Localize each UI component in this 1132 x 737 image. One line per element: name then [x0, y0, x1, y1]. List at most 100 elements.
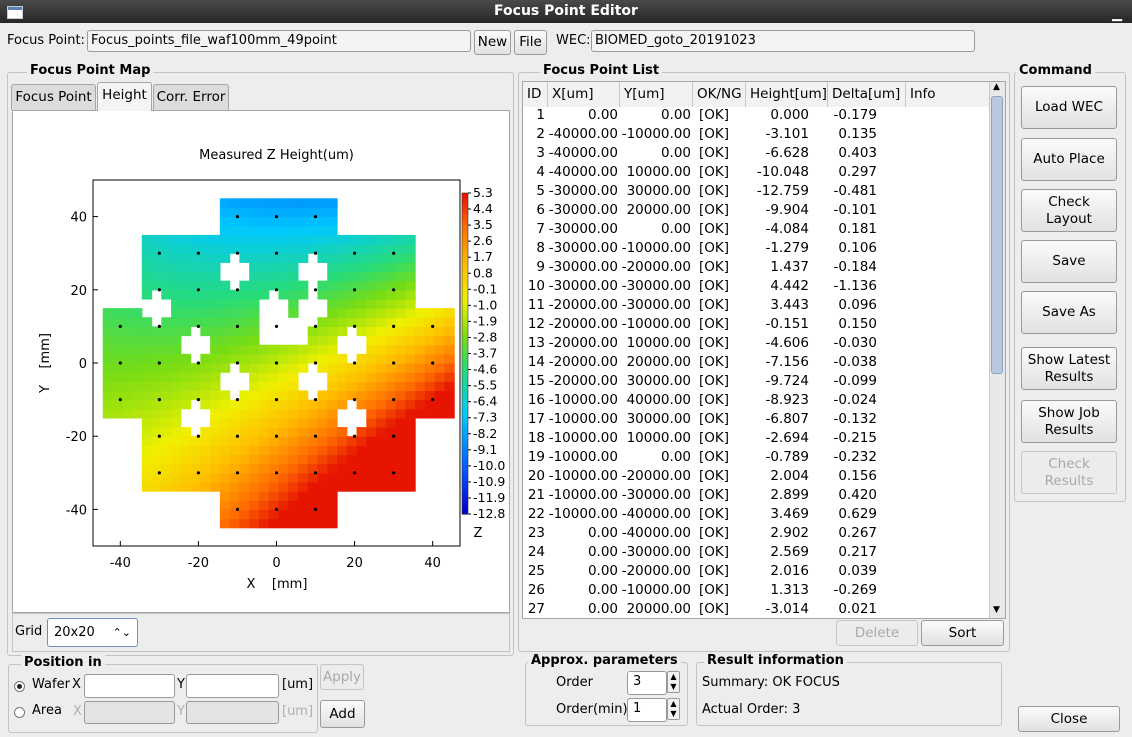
focus-point-marker[interactable] [196, 471, 201, 475]
focus-point-marker[interactable] [313, 361, 318, 365]
focus-point-marker[interactable] [313, 324, 318, 328]
wafer-radio[interactable] [14, 681, 25, 692]
focus-point-marker[interactable] [196, 398, 201, 402]
tab-corr-error[interactable]: Corr. Error [153, 84, 229, 110]
focus-point-marker[interactable] [392, 434, 396, 438]
table-row[interactable]: 24 0.00 -30000.00 [OK] 2.569 0.217 [523, 544, 989, 563]
add-button[interactable]: Add [320, 700, 365, 728]
area-radio[interactable] [14, 707, 25, 718]
table-row[interactable]: 7 -30000.00 0.00 [OK] -4.084 0.181 [523, 221, 989, 240]
focus-point-marker[interactable] [196, 324, 201, 328]
focus-point-marker[interactable] [392, 251, 396, 255]
focus-point-marker[interactable] [313, 251, 318, 255]
command-button-show-job-results[interactable]: Show Job Results [1021, 400, 1117, 443]
command-button-save[interactable]: Save [1021, 240, 1117, 283]
focus-point-marker[interactable] [274, 398, 279, 402]
focus-point-table[interactable]: ID X[um] Y[um] OK/NG Height[um] Delta[um] Info… [522, 81, 1006, 619]
wafer-y-input[interactable] [186, 674, 279, 698]
focus-point-marker[interactable] [196, 434, 201, 438]
area-y-input[interactable] [186, 701, 279, 724]
table-row[interactable]: 8 -30000.00 -10000.00 [OK] -1.279 0.106 [523, 240, 989, 259]
focus-point-marker[interactable] [352, 398, 357, 402]
table-row[interactable]: 14 -20000.00 20000.00 [OK] -7.156 -0.038 [523, 354, 989, 373]
order-min-spinner[interactable]: ▲ ▼ [667, 698, 680, 720]
table-row[interactable]: 5 -30000.00 30000.00 [OK] -12.759 -0.481 [523, 183, 989, 202]
file-button[interactable]: File [514, 30, 547, 55]
delete-button[interactable]: Delete [836, 620, 918, 646]
focus-point-marker[interactable] [274, 507, 279, 511]
focus-point-marker[interactable] [431, 361, 435, 365]
focus-point-marker[interactable] [352, 471, 357, 475]
command-button-save-as[interactable]: Save As [1021, 291, 1117, 334]
table-row[interactable]: 6 -30000.00 20000.00 [OK] -9.904 -0.101 [523, 202, 989, 221]
scroll-up-icon[interactable]: ▲ [993, 82, 1000, 92]
scroll-down-icon[interactable]: ▼ [993, 605, 1000, 615]
focus-point-marker[interactable] [196, 361, 201, 365]
focus-point-marker[interactable] [235, 361, 240, 365]
focus-point-marker[interactable] [313, 471, 318, 475]
table-row[interactable]: 4 -40000.00 10000.00 [OK] -10.048 0.297 [523, 164, 989, 183]
focus-point-marker[interactable] [157, 434, 161, 438]
scrollbar-thumb[interactable] [991, 96, 1003, 374]
table-row[interactable]: 25 0.00 -20000.00 [OK] 2.016 0.039 [523, 563, 989, 582]
focus-point-marker[interactable] [157, 288, 161, 292]
focus-point-marker[interactable] [235, 324, 240, 328]
table-row[interactable]: 2 -40000.00 -10000.00 [OK] -3.101 0.135 [523, 126, 989, 145]
command-button-auto-place[interactable]: Auto Place [1021, 138, 1117, 181]
focus-point-marker[interactable] [352, 434, 357, 438]
focus-point-marker[interactable] [313, 288, 318, 292]
focus-point-marker[interactable] [431, 398, 435, 402]
focus-point-marker[interactable] [274, 215, 279, 219]
focus-point-marker[interactable] [392, 398, 396, 402]
close-button[interactable]: Close [1018, 706, 1120, 732]
focus-point-marker[interactable] [157, 398, 161, 402]
tab-focus-point[interactable]: Focus Point [11, 84, 96, 110]
focus-point-marker[interactable] [235, 251, 240, 255]
table-row[interactable]: 26 0.00 -10000.00 [OK] 1.313 -0.269 [523, 582, 989, 601]
table-row[interactable]: 27 0.00 20000.00 [OK] -3.014 0.021 [523, 601, 989, 618]
focus-point-marker[interactable] [313, 398, 318, 402]
focus-point-marker[interactable] [157, 251, 161, 255]
table-scrollbar[interactable]: ▲ ▼ [989, 82, 1005, 618]
focus-point-marker[interactable] [235, 288, 240, 292]
focus-point-marker[interactable] [118, 324, 122, 328]
command-button-check-results[interactable]: Check Results [1021, 451, 1117, 494]
focus-point-marker[interactable] [392, 324, 396, 328]
focus-point-marker[interactable] [274, 324, 279, 328]
focus-point-marker[interactable] [352, 324, 357, 328]
table-row[interactable]: 15 -20000.00 30000.00 [OK] -9.724 -0.099 [523, 373, 989, 392]
command-button-check-layout[interactable]: Check Layout [1021, 189, 1117, 232]
table-row[interactable]: 12 -20000.00 -10000.00 [OK] -0.151 0.150 [523, 316, 989, 335]
focus-point-marker[interactable] [274, 361, 279, 365]
focus-point-marker[interactable] [118, 361, 122, 365]
table-row[interactable]: 22 -10000.00 -40000.00 [OK] 3.469 0.629 [523, 506, 989, 525]
table-row[interactable]: 1 0.00 0.00 [OK] 0.000 -0.179 [523, 107, 989, 126]
command-button-show-latest-results[interactable]: Show Latest Results [1021, 347, 1117, 390]
column-header[interactable]: Height[um] [746, 82, 828, 107]
focus-point-marker[interactable] [392, 361, 396, 365]
focus-point-marker[interactable] [274, 434, 279, 438]
table-row[interactable]: 17 -10000.00 30000.00 [OK] -6.807 -0.132 [523, 411, 989, 430]
column-header[interactable]: OK/NG [693, 82, 746, 107]
focus-point-marker[interactable] [274, 471, 279, 475]
focus-point-marker[interactable] [157, 324, 161, 328]
focus-point-marker[interactable] [235, 434, 240, 438]
command-button-load-wec[interactable]: Load WEC [1021, 86, 1117, 129]
focus-point-marker[interactable] [352, 288, 357, 292]
wafer-x-input[interactable] [84, 674, 175, 698]
sort-button[interactable]: Sort [921, 620, 1004, 646]
order-input[interactable]: 3 [627, 671, 667, 695]
focus-point-marker[interactable] [157, 361, 161, 365]
table-row[interactable]: 16 -10000.00 40000.00 [OK] -8.923 -0.024 [523, 392, 989, 411]
focus-point-marker[interactable] [235, 471, 240, 475]
order-spinner[interactable]: ▲ ▼ [667, 671, 680, 693]
table-row[interactable]: 11 -20000.00 -30000.00 [OK] 3.443 0.096 [523, 297, 989, 316]
focus-point-marker[interactable] [392, 471, 396, 475]
wec-field[interactable]: BIOMED_goto_20191023 [591, 30, 975, 52]
apply-button[interactable]: Apply [320, 664, 364, 690]
column-header[interactable]: Info [906, 82, 990, 107]
focus-point-marker[interactable] [274, 288, 279, 292]
table-row[interactable]: 18 -10000.00 10000.00 [OK] -2.694 -0.215 [523, 430, 989, 449]
column-header[interactable]: X[um] [548, 82, 620, 107]
focus-point-marker[interactable] [235, 507, 240, 511]
